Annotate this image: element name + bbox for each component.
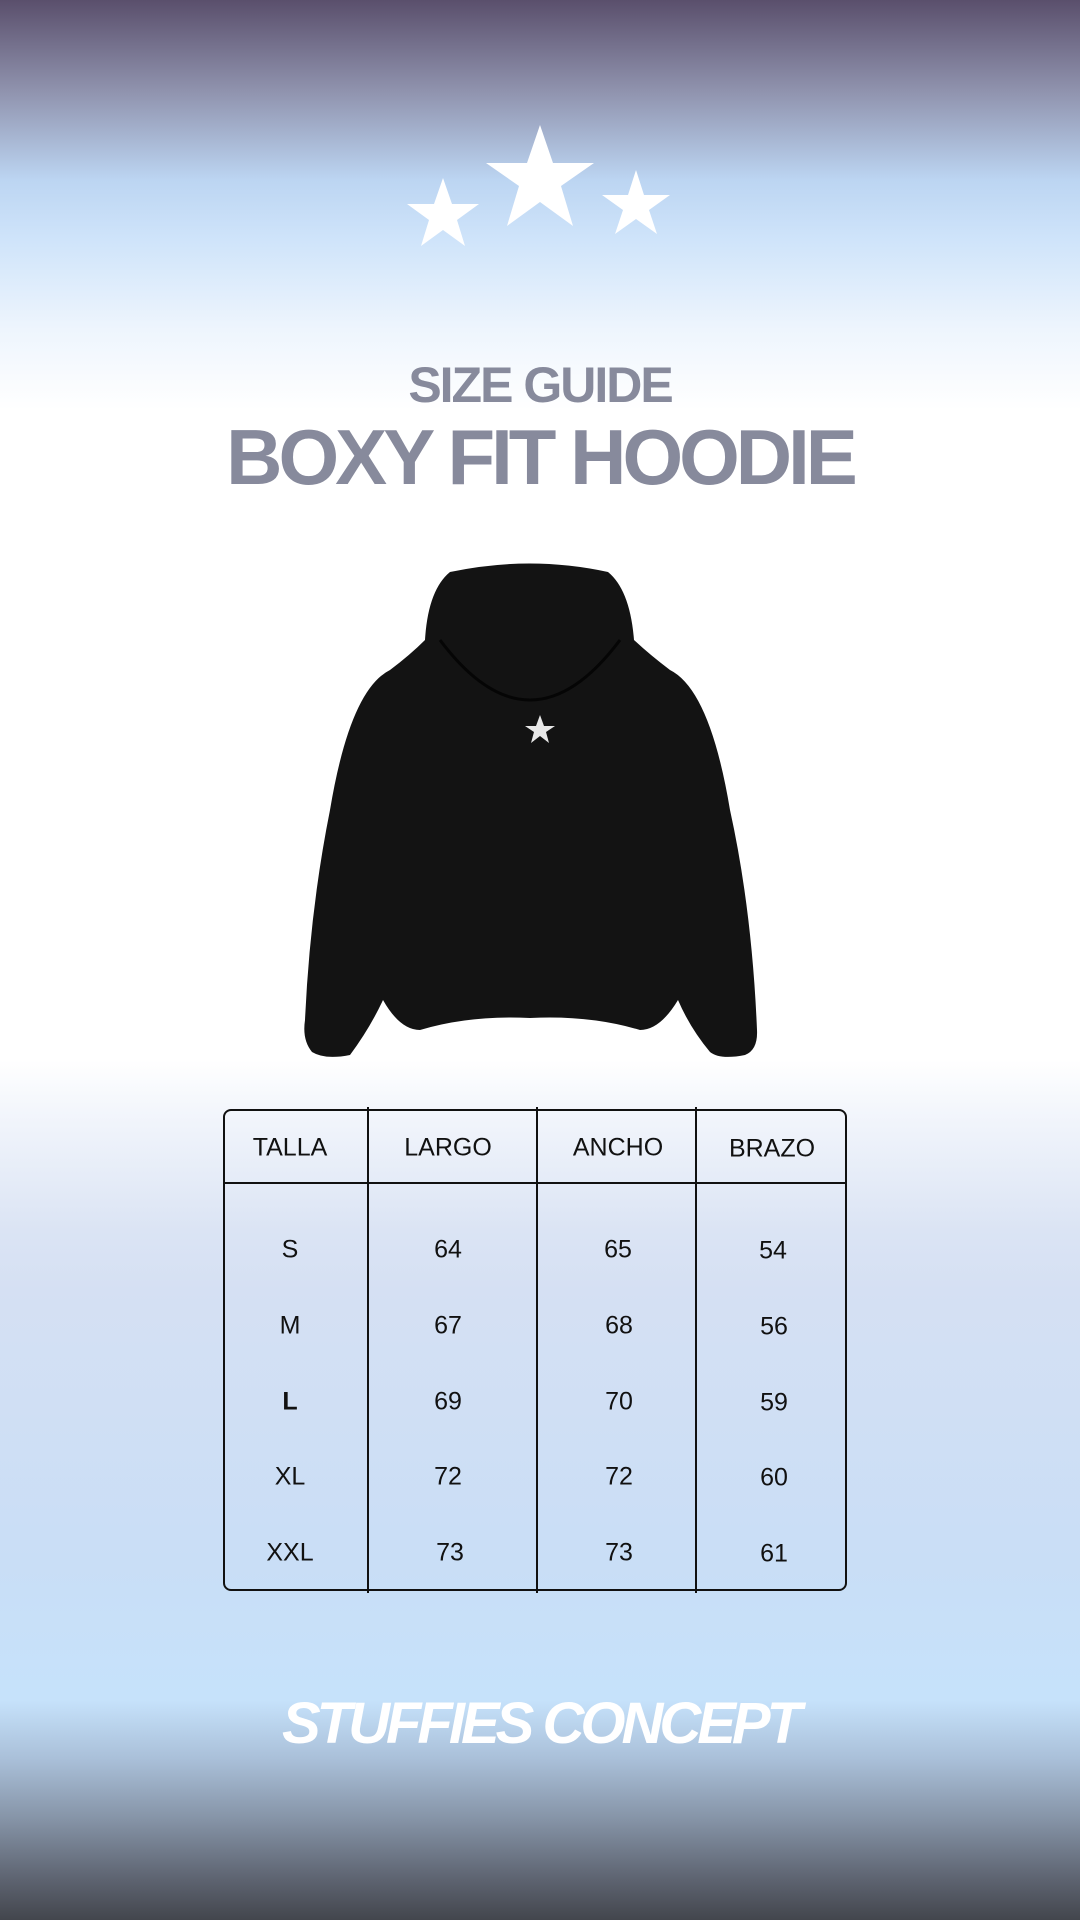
column-header-ancho: ANCHO	[572, 1133, 664, 1162]
table-cell-ancho: 73	[605, 1538, 633, 1567]
table-cell-brazo: 61	[760, 1539, 788, 1568]
column-header-largo: LARGO	[404, 1133, 492, 1162]
table-cell-ancho: 68	[605, 1311, 633, 1340]
table-cell-size: S	[281, 1235, 299, 1264]
star-icon	[602, 170, 670, 234]
column-header-talla: TALLA	[252, 1133, 328, 1162]
logo-star-icon	[525, 715, 555, 743]
star-icon	[486, 125, 594, 226]
table-cell-brazo: 59	[760, 1388, 788, 1417]
column-divider	[367, 1107, 369, 1593]
table-cell-largo: 64	[434, 1235, 462, 1264]
brand-name: STUFFIES CONCEPT	[281, 1691, 802, 1756]
stars-decoration	[407, 125, 670, 246]
table-cell-largo: 69	[434, 1387, 462, 1416]
table-cell-size: M	[279, 1311, 301, 1340]
table-cell-ancho: 72	[605, 1462, 633, 1491]
table-cell-ancho: 70	[605, 1387, 633, 1416]
table-cell-largo: 72	[434, 1462, 462, 1491]
table-cell-largo: 73	[436, 1538, 464, 1567]
table-cell-largo: 67	[434, 1311, 462, 1340]
column-divider	[536, 1107, 538, 1593]
size-guide-label: SIZE GUIDE	[408, 357, 673, 413]
table-cell-ancho: 65	[604, 1235, 632, 1264]
table-cell-brazo: 54	[759, 1236, 787, 1265]
size-table: TALLA LARGO ANCHO BRAZO S 64 65 54 M 67 …	[223, 1107, 847, 1593]
table-cell-brazo: 56	[760, 1312, 788, 1341]
star-icon	[407, 178, 479, 246]
hoodie-image	[304, 563, 758, 1057]
column-header-brazo: BRAZO	[728, 1134, 816, 1163]
table-cell-brazo: 60	[760, 1463, 788, 1492]
column-divider	[695, 1107, 697, 1593]
header-divider	[225, 1182, 845, 1184]
table-cell-size-highlighted: L	[282, 1387, 298, 1416]
page-title: BOXY FIT HOODIE	[226, 413, 858, 501]
table-cell-size: XL	[274, 1462, 306, 1491]
table-cell-size: XXL	[266, 1538, 314, 1567]
